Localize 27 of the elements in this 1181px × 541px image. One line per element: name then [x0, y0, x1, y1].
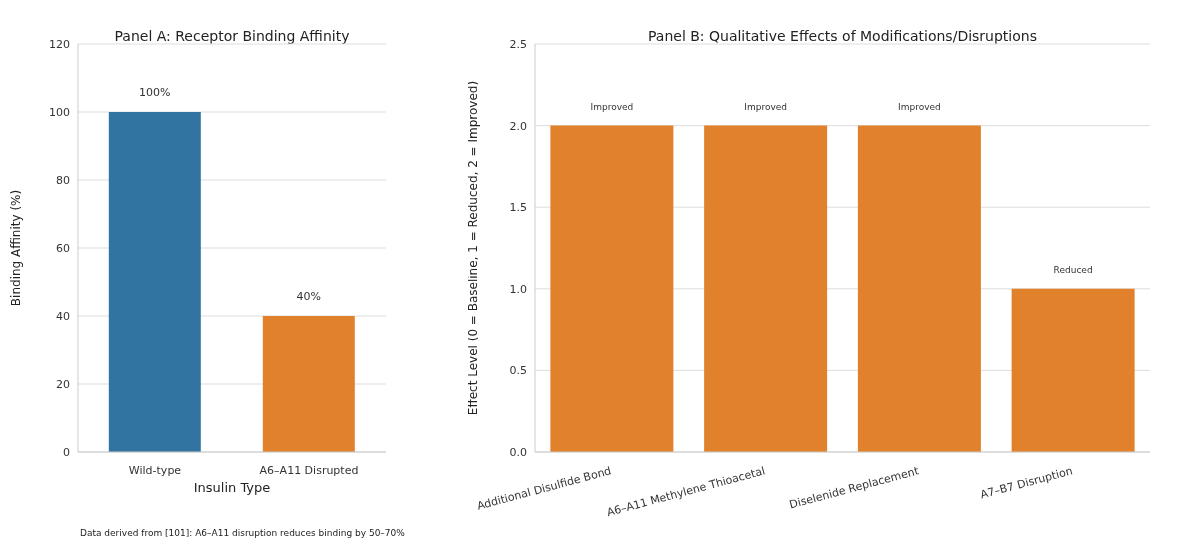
y-tick-label: 100	[49, 105, 70, 119]
data-label: Improved	[590, 101, 634, 112]
y-tick-label: 1.5	[509, 201, 527, 215]
x-axis-title: Insulin Type	[193, 480, 271, 495]
data-label: Improved	[744, 101, 787, 112]
y-tick-label: 120	[49, 37, 70, 51]
data-label: Improved	[898, 101, 941, 112]
data-label: 40%	[296, 290, 322, 303]
chart-title: Panel A: Receptor Binding Affinity	[113, 28, 351, 44]
y-tick-label: 60	[56, 241, 70, 255]
y-axis-title: Effect Level (0 = Baseline, 1 = Reduced, 2 = Improved)	[466, 80, 481, 416]
y-tick-label: 40	[56, 309, 70, 323]
y-tick-label: 1.0	[509, 282, 527, 296]
chart-title: Panel B: Qualitative Effects of Modifications/Disruptions	[647, 28, 1038, 44]
x-tick-label: A6–A11 Disrupted	[259, 464, 359, 477]
y-tick-label: 0.5	[509, 364, 527, 378]
data-label: 100%	[139, 86, 171, 99]
y-tick-label: 2.0	[509, 119, 527, 133]
y-axis-title: Binding Affinity (%)	[9, 189, 24, 307]
data-label: Reduced	[1053, 264, 1093, 275]
y-tick-label: 20	[56, 377, 70, 391]
y-tick-label: 2.5	[509, 37, 527, 51]
y-tick-label: 0	[63, 445, 70, 459]
text: Data derived from [101]: A6–A11 disruption reduces binding by 50–70%	[80, 528, 405, 538]
x-tick-label: Wild-type	[128, 464, 182, 477]
y-tick-label: 80	[56, 173, 70, 187]
y-tick-label: 0.0	[509, 445, 527, 459]
